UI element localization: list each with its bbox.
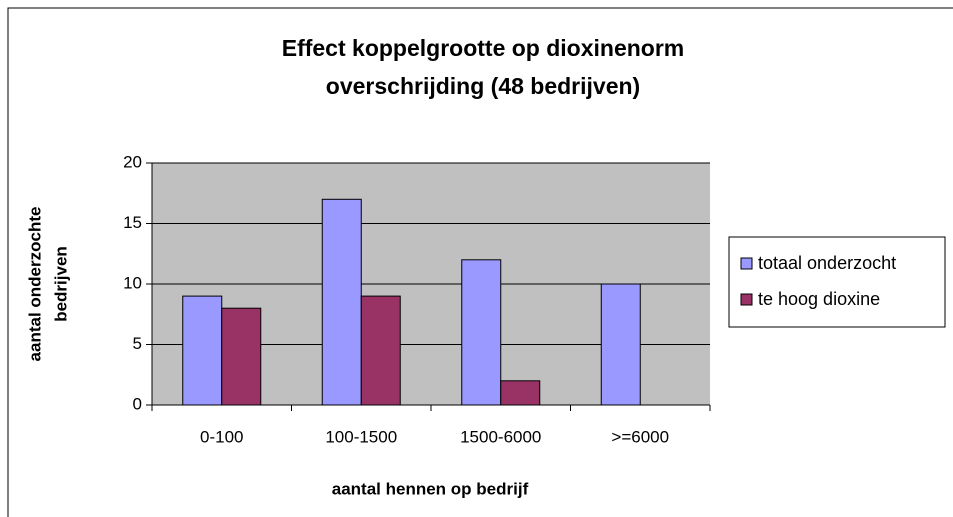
y-axis-label: aantal onderzochte <box>25 207 44 362</box>
y-tick-label: 20 <box>123 152 142 171</box>
y-tick-label: 5 <box>133 334 142 353</box>
bar <box>182 295 223 406</box>
legend-label: te hoog dioxine <box>758 289 880 309</box>
x-axis-label: aantal hennen op bedrijf <box>332 479 529 498</box>
x-tick-label: 100-1500 <box>325 427 397 446</box>
bar <box>461 259 502 406</box>
y-tick-label: 10 <box>123 273 142 292</box>
x-tick-label: >=6000 <box>611 427 669 446</box>
legend-label: totaal onderzocht <box>758 253 896 273</box>
y-tick-label: 15 <box>123 213 142 232</box>
legend-swatch <box>740 257 753 270</box>
bar <box>500 380 541 406</box>
legend-swatch <box>740 293 753 306</box>
legend-box <box>728 236 946 328</box>
y-tick-label: 0 <box>133 394 142 413</box>
bar <box>221 307 262 406</box>
bar <box>360 295 401 406</box>
x-tick-label: 0-100 <box>200 427 243 446</box>
bar <box>600 283 641 406</box>
x-tick-label: 1500-6000 <box>460 427 541 446</box>
bar <box>321 198 362 406</box>
chart-title: Effect koppelgrootte op dioxinenorm <box>282 35 685 61</box>
y-axis-label: bedrijven <box>51 246 70 322</box>
chart-title: overschrijding (48 bedrijven) <box>326 73 640 99</box>
